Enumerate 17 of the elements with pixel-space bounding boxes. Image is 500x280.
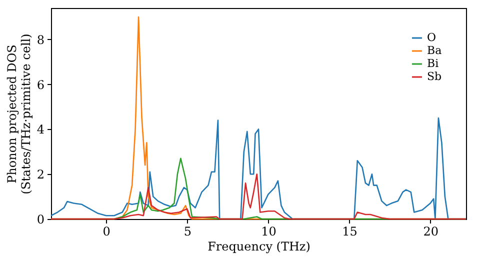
y-axis-title: Phonon projected DOS (States/THz·primitive cell) <box>4 34 33 194</box>
x-tick-label: 15 <box>342 224 358 238</box>
x-tick-label: 20 <box>423 224 438 238</box>
line-series <box>50 173 467 220</box>
y-tick-label: 0 <box>36 212 44 226</box>
y-tick-label: 2 <box>36 168 44 182</box>
x-tick-label: 5 <box>184 224 192 238</box>
x-tick-label: 10 <box>261 224 276 238</box>
legend-label: Ba <box>427 44 442 57</box>
x-axis-title: Frequency (THz) <box>208 240 310 254</box>
y-tick-label: 8 <box>36 32 44 47</box>
y-tick-label: 6 <box>36 78 44 92</box>
legend-label: Bi <box>427 57 440 70</box>
legend-label: O <box>427 31 436 44</box>
legend-label: Sb <box>427 70 442 83</box>
x-tick-label: 0 <box>102 224 110 238</box>
y-tick-label: 4 <box>36 122 45 137</box>
